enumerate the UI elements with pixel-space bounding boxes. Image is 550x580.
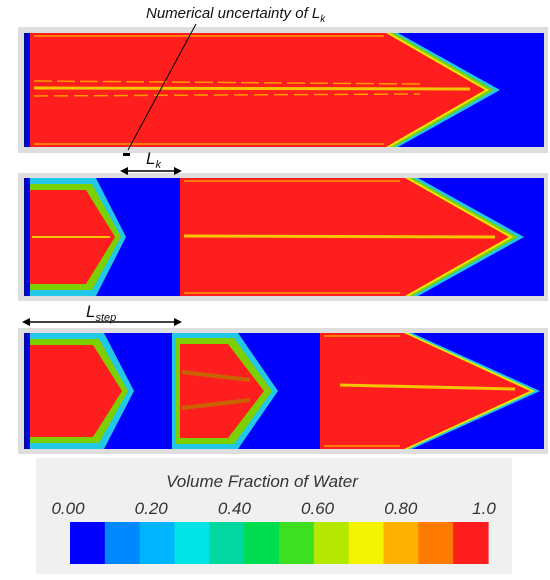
annotations: Numerical uncertainty of Lk Lk Lstep — [22, 5, 326, 326]
panel-1-contour — [18, 27, 548, 153]
panel-3-left-edge — [24, 333, 30, 449]
lstep-label: Lstep — [86, 302, 116, 324]
legend-tick-label: 0.20 — [135, 499, 169, 518]
legend-title: Volume Fraction of Water — [166, 472, 359, 491]
legend-tick-label: 0.60 — [301, 499, 335, 518]
legend-tick-label: 0.00 — [51, 499, 85, 518]
uncertainty-marker — [123, 153, 130, 156]
panel-2-left-edge — [24, 178, 30, 296]
panel-3-slug-b-streak-1 — [181, 370, 251, 382]
legend-color-segment — [313, 522, 350, 564]
legend-tick-label: 0.80 — [384, 499, 418, 518]
panel-2-contour — [18, 173, 548, 301]
panel-3-contour — [18, 328, 548, 454]
panel-3-slug-c-streak — [339, 383, 516, 391]
panel-3-slug-c-water — [320, 333, 530, 449]
legend-color-bar — [70, 522, 489, 564]
panel-3-slug-b-streak-2 — [181, 398, 251, 410]
lk-label: Lk — [146, 149, 161, 171]
legend-color-segment — [453, 522, 489, 564]
legend-color-segment — [418, 522, 454, 564]
panel-1-centre-streak — [33, 86, 471, 91]
panel-3-slug-a-water — [30, 345, 122, 437]
legend-color-segment — [383, 522, 419, 564]
legend-color-segment — [104, 522, 141, 564]
legend-color-segment — [279, 522, 315, 564]
lstep-dimension-arrow — [22, 318, 182, 326]
color-legend: Volume Fraction of Water 0.00 0.20 0.40 0.6… — [36, 458, 512, 574]
panel-1-lower-streak — [33, 93, 421, 97]
panel-2-main-streak — [183, 234, 496, 239]
panel-1-left-edge — [24, 33, 30, 147]
legend-color-segment — [348, 522, 385, 564]
uncertainty-label: Numerical uncertainty of Lk — [146, 5, 326, 25]
panel-3-slug-b-water — [180, 344, 264, 438]
legend-tick-labels: 0.00 0.20 0.40 0.60 0.80 1.0 — [51, 499, 496, 518]
legend-color-segment — [139, 522, 176, 564]
legend-color-segment — [70, 522, 106, 564]
legend-color-segment — [174, 522, 210, 564]
uncertainty-leader-line — [127, 23, 197, 151]
legend-tick-label: 1.0 — [472, 499, 496, 518]
legend-tick-label: 0.40 — [218, 499, 252, 518]
lk-dimension-arrow — [120, 167, 182, 175]
legend-color-segment — [209, 522, 245, 564]
legend-color-segment — [244, 522, 280, 564]
panel-1-upper-streak — [33, 80, 421, 85]
